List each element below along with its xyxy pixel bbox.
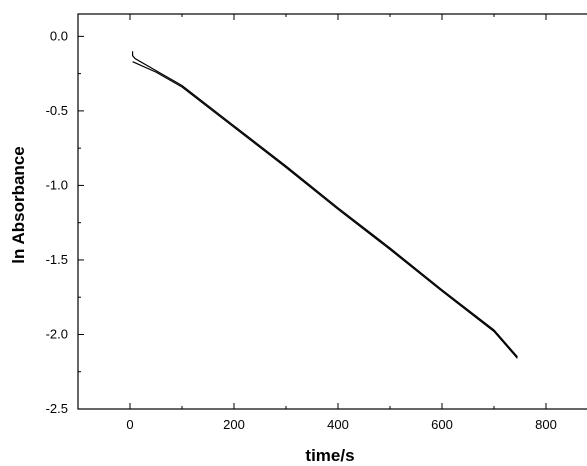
series-line-1 xyxy=(132,51,518,358)
series-line-2 xyxy=(132,61,518,359)
x-axis-title: time/s xyxy=(305,446,354,465)
y-tick-label: 0.0 xyxy=(50,28,68,43)
y-tick-label: -2.5 xyxy=(46,401,68,416)
y-tick-label: -0.5 xyxy=(46,103,68,118)
x-tick-labels: 0 200 400 600 800 xyxy=(126,417,556,432)
x-tick-label: 0 xyxy=(126,417,133,432)
x-tick-label: 200 xyxy=(223,417,245,432)
x-tick-label: 600 xyxy=(431,417,453,432)
y-axis-title: ln Absorbance xyxy=(9,146,28,263)
x-tick-label: 400 xyxy=(327,417,349,432)
y-tick-label: -2.0 xyxy=(46,326,68,341)
x-tick-label: 800 xyxy=(535,417,557,432)
plot-frame xyxy=(77,13,587,410)
y-tick-label: -1.0 xyxy=(46,177,68,192)
series-group xyxy=(132,51,518,359)
y-tick-label: -1.5 xyxy=(46,252,68,267)
y-tick-labels: 0.0 -0.5 -1.0 -1.5 -2.0 -2.5 xyxy=(46,28,68,416)
